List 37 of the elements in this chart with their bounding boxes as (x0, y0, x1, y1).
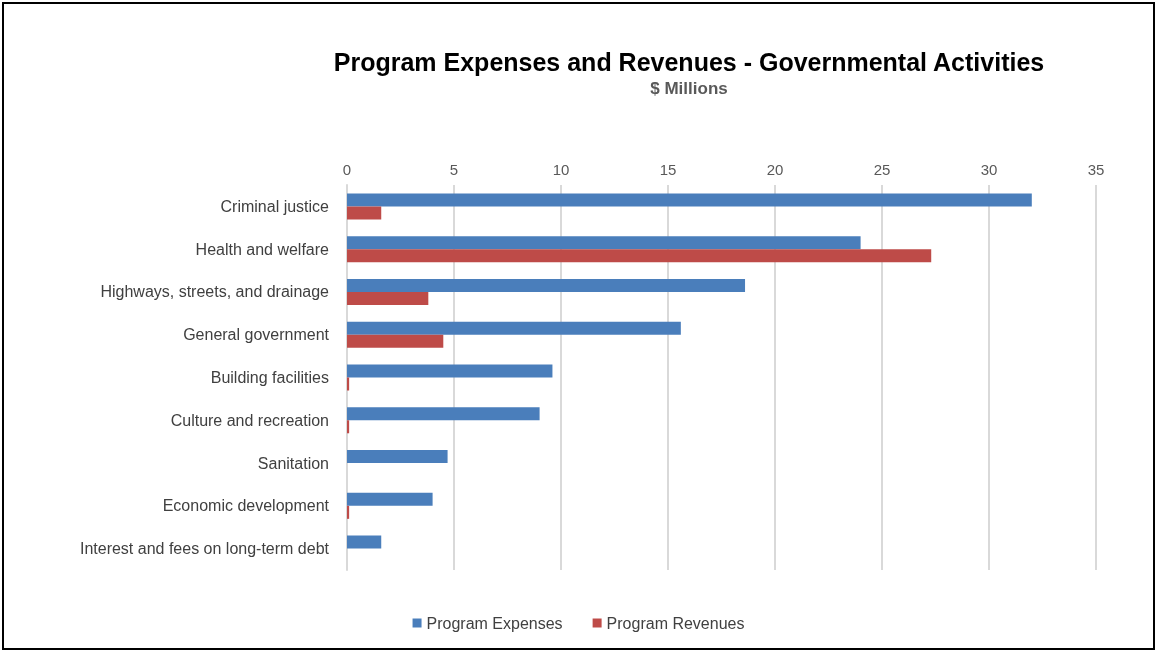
bar (347, 278, 746, 292)
y-tick-label: Sanitation (257, 454, 329, 472)
bar (347, 334, 444, 348)
y-tick-label: Highways, streets, and drainage (100, 283, 330, 301)
bar (347, 407, 540, 421)
y-tick-label: Culture and recreation (170, 411, 329, 429)
bar (347, 450, 448, 464)
bar (347, 505, 350, 519)
chart-subtitle: $ Millions (650, 79, 728, 98)
bar (347, 420, 350, 434)
x-tick-label: 10 (552, 161, 570, 178)
legend-label: Program Expenses (426, 614, 563, 632)
x-tick-label: 30 (980, 161, 998, 178)
bar (347, 364, 553, 378)
x-tick-label: 0 (342, 161, 352, 178)
y-tick-label: General government (183, 326, 330, 344)
bar (347, 249, 932, 263)
y-tick-label: Health and welfare (195, 240, 330, 258)
bar (347, 236, 861, 250)
bar (347, 291, 429, 305)
x-tick-label: 25 (873, 161, 891, 178)
x-tick-label: 35 (1087, 161, 1105, 178)
bar (347, 206, 382, 220)
bar (347, 193, 1032, 207)
x-tick-label: 15 (659, 161, 677, 178)
legend-label: Program Revenues (606, 614, 745, 632)
y-tick-label: Criminal justice (220, 197, 330, 215)
bar (347, 377, 350, 391)
y-tick-label: Interest and fees on long-term debt (79, 540, 330, 558)
y-tick-label: Economic development (162, 497, 330, 515)
chart-title: Program Expenses and Revenues - Governmental Activities (333, 47, 1045, 76)
x-tick-label: 20 (766, 161, 784, 178)
y-tick-label: Building facilities (210, 369, 329, 386)
bar (347, 321, 681, 335)
x-tick-label: 5 (449, 161, 459, 178)
bar (347, 492, 433, 506)
bar (347, 535, 382, 549)
